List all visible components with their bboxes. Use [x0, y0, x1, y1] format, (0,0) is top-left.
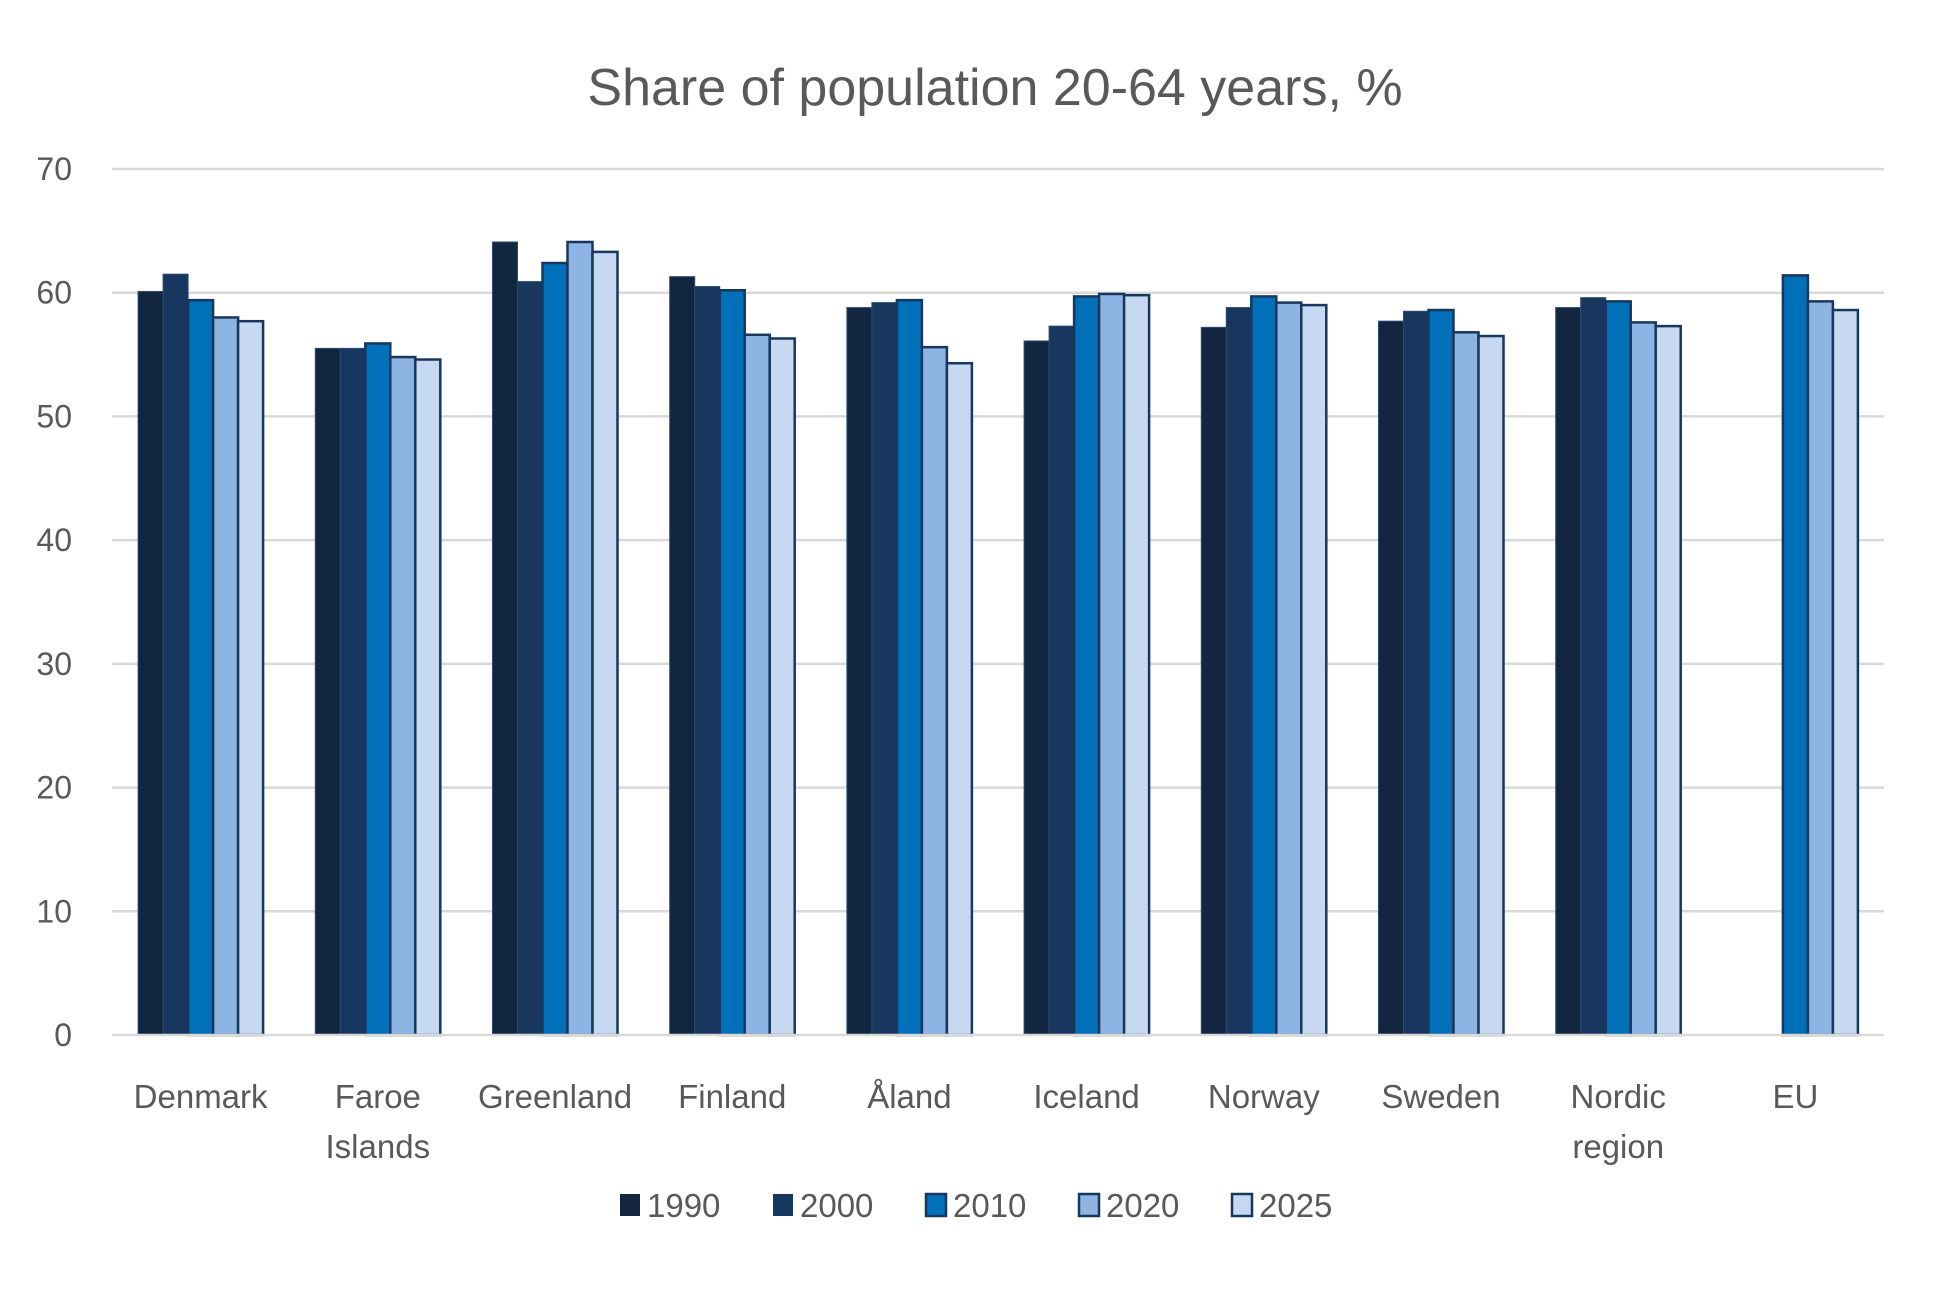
- category-label: Åland: [867, 1078, 951, 1115]
- bar-2000-nordic-region: [1580, 297, 1607, 1036]
- bar-1990-faroe-islands: [314, 347, 341, 1036]
- bar-2010-iceland: [1072, 295, 1101, 1037]
- bar-2025-norway: [1300, 303, 1328, 1037]
- bar-1990-finland: [669, 276, 696, 1036]
- category-label: Faroe: [335, 1078, 421, 1115]
- bar-2020-denmark: [211, 316, 240, 1037]
- bar-2025-greenland: [591, 250, 619, 1037]
- category-label: Denmark: [134, 1078, 268, 1115]
- legend-label: 2010: [953, 1187, 1026, 1224]
- legend-item-2010: 2010: [924, 1187, 1026, 1224]
- bar-2010-finland: [718, 288, 746, 1037]
- bar-2020-norway: [1275, 301, 1303, 1037]
- bars: [137, 240, 1860, 1037]
- bar-2010-åland: [895, 298, 924, 1037]
- bar-2020-iceland: [1097, 292, 1126, 1037]
- bar-1990-sweden: [1378, 320, 1404, 1036]
- y-tick-label: 30: [36, 646, 72, 682]
- bar-1990-greenland: [492, 241, 518, 1036]
- y-tick-label: 50: [36, 398, 72, 434]
- bar-2010-faroe-islands: [364, 342, 392, 1037]
- bar-2020-finland: [743, 333, 771, 1037]
- bar-2025-faroe-islands: [414, 358, 442, 1037]
- bar-2020-greenland: [566, 240, 594, 1037]
- bar-2025-eu: [1831, 308, 1860, 1037]
- category-label: Islands: [326, 1128, 431, 1165]
- legend-item-2025: 2025: [1230, 1187, 1332, 1224]
- legend-swatch: [924, 1192, 948, 1218]
- category-label: Sweden: [1381, 1078, 1500, 1115]
- category-labels: Denmark Faroe Islands Greenland Finland Åland…: [134, 1078, 1819, 1165]
- bar-2000-faroe-islands: [339, 347, 366, 1036]
- bar-2010-nordic-region: [1604, 300, 1632, 1037]
- y-tick-label: 70: [36, 151, 72, 187]
- bar-2010-sweden: [1427, 308, 1455, 1037]
- bar-1990-åland: [846, 307, 873, 1036]
- bar-2010-eu: [1781, 274, 1810, 1037]
- y-tick-label: 40: [36, 522, 72, 558]
- bar-1990-norway: [1200, 326, 1227, 1036]
- bar-2000-finland: [694, 286, 721, 1036]
- y-tick-label: 20: [36, 770, 72, 806]
- legend-swatch: [620, 1194, 640, 1216]
- legend: 1990 2000 2010 2020 2025: [620, 1187, 1332, 1224]
- category-label: Finland: [678, 1078, 786, 1115]
- bar-2025-iceland: [1122, 293, 1151, 1037]
- legend-label: 2000: [800, 1187, 873, 1224]
- legend-swatch: [773, 1194, 793, 1216]
- bar-1990-denmark: [137, 290, 164, 1036]
- legend-item-1990: 1990: [620, 1187, 720, 1224]
- category-label: region: [1572, 1128, 1664, 1165]
- bar-2000-sweden: [1403, 310, 1429, 1036]
- bar-2010-norway: [1250, 295, 1278, 1037]
- category-label: Norway: [1208, 1078, 1320, 1115]
- y-tick-label: 0: [54, 1017, 72, 1053]
- chart-title: Share of population 20-64 years, %: [587, 59, 1402, 117]
- y-axis-ticks: 0 10 20 30 40 50 60 70: [36, 151, 72, 1053]
- bar-2000-norway: [1225, 307, 1252, 1036]
- legend-label: 1990: [647, 1187, 720, 1224]
- bar-2000-åland: [871, 302, 898, 1036]
- bar-2025-sweden: [1477, 334, 1505, 1037]
- legend-label: 2025: [1259, 1187, 1332, 1224]
- category-label: EU: [1772, 1078, 1818, 1115]
- bar-2020-åland: [920, 345, 949, 1037]
- bar-2000-iceland: [1048, 325, 1075, 1036]
- y-tick-label: 60: [36, 275, 72, 311]
- bar-2025-nordic-region: [1654, 324, 1682, 1037]
- bar-2020-eu: [1806, 300, 1835, 1037]
- bar-1990-iceland: [1023, 340, 1050, 1036]
- bar-2025-åland: [945, 361, 974, 1037]
- bar-2010-denmark: [186, 298, 215, 1037]
- bar-2025-denmark: [236, 319, 265, 1037]
- bar-2020-nordic-region: [1629, 321, 1657, 1037]
- legend-swatch: [1077, 1192, 1101, 1218]
- bar-2010-greenland: [541, 261, 569, 1037]
- bar-2000-denmark: [162, 273, 189, 1036]
- category-label: Nordic: [1571, 1078, 1666, 1115]
- y-tick-label: 10: [36, 893, 72, 929]
- category-label: Greenland: [478, 1078, 632, 1115]
- bar-2025-finland: [768, 337, 796, 1037]
- bar-2000-greenland: [517, 281, 543, 1036]
- bar-2020-faroe-islands: [389, 355, 417, 1037]
- bar-1990-nordic-region: [1555, 307, 1582, 1036]
- legend-swatch: [1230, 1192, 1254, 1218]
- bar-2020-sweden: [1452, 331, 1480, 1037]
- legend-item-2000: 2000: [773, 1187, 873, 1224]
- legend-item-2020: 2020: [1077, 1187, 1179, 1224]
- category-label: Iceland: [1033, 1078, 1139, 1115]
- legend-label: 2020: [1106, 1187, 1179, 1224]
